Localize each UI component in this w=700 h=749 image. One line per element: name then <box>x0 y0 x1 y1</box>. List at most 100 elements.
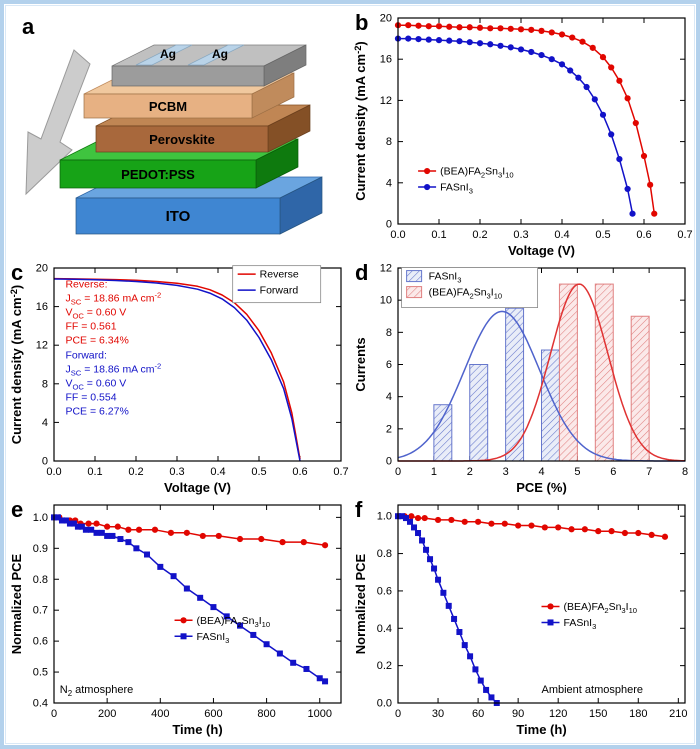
svg-text:0.1: 0.1 <box>431 229 446 241</box>
svg-text:20: 20 <box>36 263 48 275</box>
panel-label-b: b <box>355 10 369 35</box>
svg-text:210: 210 <box>669 708 687 720</box>
svg-text:600: 600 <box>204 708 222 720</box>
svg-text:0.4: 0.4 <box>210 466 225 478</box>
svg-text:FASnI3​: FASnI3​ <box>564 617 597 631</box>
svg-text:16: 16 <box>380 54 392 66</box>
axis-ticks: 0.0 0.1 0.2 0.3 0.4 0.5 0.6 0.7 0 4 8 12 16 20 <box>36 263 349 479</box>
axis-labels: Voltage (V) Current density (mA cm-2​) <box>352 41 575 258</box>
device-structure-diagram: ITO PEDOT:PSS Perovskite PCBM <box>25 44 323 235</box>
svg-text:VOC​ = 0.60 V: VOC​ = 0.60 V <box>65 306 126 320</box>
svg-text:8: 8 <box>386 136 392 148</box>
svg-text:Reverse:: Reverse: <box>65 278 107 290</box>
svg-text:0.6: 0.6 <box>292 466 307 478</box>
svg-text:0.7: 0.7 <box>677 229 692 241</box>
panel-c: c 0.0 0.1 0.2 0.3 0.4 0.5 0.6 0.7 0 4 8 12 16 20 Volta… <box>8 260 352 497</box>
svg-text:0.7: 0.7 <box>333 466 348 478</box>
plot-frame <box>397 267 686 462</box>
svg-text:10: 10 <box>380 295 392 307</box>
svg-text:120: 120 <box>549 708 567 720</box>
annotation-0: Reverse:JSC​ = 18.86 mA cm-2​VOC​ = 0.60… <box>65 278 161 346</box>
plot-frame <box>397 504 686 704</box>
svg-text:6: 6 <box>386 359 392 371</box>
series-0 <box>53 277 301 460</box>
svg-text:(BEA)FA2​Sn3​I10​: (BEA)FA2​Sn3​I10​ <box>440 166 514 180</box>
svg-text:7: 7 <box>646 466 652 478</box>
chart-hysteresis: 0.0 0.1 0.2 0.3 0.4 0.5 0.6 0.7 0 4 8 12 16 20 Voltage… <box>8 263 349 496</box>
svg-text:0: 0 <box>42 456 48 468</box>
panel-label-e: e <box>11 497 24 522</box>
svg-text:0.3: 0.3 <box>169 466 184 478</box>
annotation-0: Ambient atmosphere <box>542 684 644 696</box>
svg-text:Currents: Currents <box>353 337 368 391</box>
svg-text:0.2: 0.2 <box>472 229 487 241</box>
svg-text:1.0: 1.0 <box>377 511 392 523</box>
svg-text:4: 4 <box>386 177 392 189</box>
plot-frame <box>397 17 686 225</box>
svg-text:30: 30 <box>432 708 444 720</box>
svg-text:Reverse: Reverse <box>260 269 299 281</box>
panel-label-d: d <box>355 260 369 285</box>
svg-text:0.1: 0.1 <box>87 466 102 478</box>
svg-text:0: 0 <box>386 456 392 468</box>
axis-labels: Voltage (V) Current density (mA cm-2​) <box>8 285 231 495</box>
svg-text:0.5: 0.5 <box>33 667 48 679</box>
svg-text:0.2: 0.2 <box>128 466 143 478</box>
svg-text:0: 0 <box>386 219 392 231</box>
svg-text:FASnI3​: FASnI3​ <box>429 271 462 285</box>
svg-text:(BEA)FA2​Sn3​I10​: (BEA)FA2​Sn3​I10​ <box>429 287 503 301</box>
svg-text:0.5: 0.5 <box>595 229 610 241</box>
panel-label-c: c <box>11 260 24 285</box>
chart-stability-n2: 0 200 400 600 800 1000 0.4 0.5 0.6 0.7 0.8 0.9 1.0 Ti… <box>9 504 342 737</box>
svg-text:16: 16 <box>36 301 48 313</box>
svg-text:Forward: Forward <box>260 285 299 297</box>
svg-text:400: 400 <box>151 708 169 720</box>
svg-text:0.0: 0.0 <box>46 466 61 478</box>
svg-text:0.0: 0.0 <box>377 698 392 710</box>
svg-text:12: 12 <box>36 340 48 352</box>
svg-text:0.8: 0.8 <box>33 574 48 586</box>
svg-text:Current density (mA cm-2​): Current density (mA cm-2​) <box>8 285 24 445</box>
layer-label-pedot-pss: PEDOT:PSS <box>121 167 195 182</box>
svg-text:8: 8 <box>386 327 392 339</box>
svg-text:Time (h): Time (h) <box>516 722 566 737</box>
svg-text:VOC​ = 0.60 V: VOC​ = 0.60 V <box>65 378 126 392</box>
svg-text:2: 2 <box>386 423 392 435</box>
ag-strip-1 <box>135 44 193 66</box>
svg-text:4: 4 <box>42 417 48 429</box>
panel-label-a: a <box>22 14 35 39</box>
ag-strip-2 <box>187 44 245 66</box>
legend: (BEA)FA2​Sn3​I10​ FASnI3​ <box>418 166 514 196</box>
svg-text:0.3: 0.3 <box>513 229 528 241</box>
svg-text:0.6: 0.6 <box>636 229 651 241</box>
svg-text:1: 1 <box>431 466 437 478</box>
svg-text:0.4: 0.4 <box>377 623 392 635</box>
series-1 <box>395 513 500 706</box>
layer-label-perovskite: Perovskite <box>149 132 215 147</box>
legend: Reverse Forward <box>232 265 322 304</box>
svg-text:0.0: 0.0 <box>390 229 405 241</box>
svg-text:12: 12 <box>380 95 392 107</box>
series-1 <box>394 35 636 217</box>
electrode-label-ag-2: Ag <box>212 47 228 61</box>
svg-text:1.0: 1.0 <box>33 512 48 524</box>
panel-label-f: f <box>355 497 363 522</box>
svg-text:0.5: 0.5 <box>251 466 266 478</box>
svg-text:8: 8 <box>682 466 688 478</box>
annotation-1: Forward:JSC​ = 18.86 mA cm-2​VOC​ = 0.60… <box>65 350 161 418</box>
annotation-0: N2​ atmosphere <box>60 684 134 698</box>
svg-text:Normalized PCE: Normalized PCE <box>353 553 368 654</box>
svg-text:Voltage (V): Voltage (V) <box>508 243 575 258</box>
svg-text:JSC​ = 18.86 mA cm-2​: JSC​ = 18.86 mA cm-2​ <box>65 290 161 306</box>
axis-ticks: 0 200 400 600 800 1000 0.4 0.5 0.6 0.7 0.8 0.9 1.0 <box>33 505 341 720</box>
svg-text:20: 20 <box>380 13 392 25</box>
panel-d: d 0 1 2 3 4 5 6 7 8 0 2 4 6 8 10 12 PCE (%) Currents FASnI… <box>352 260 696 497</box>
layer-ag-electrode: Ag Ag <box>111 44 307 87</box>
electrode-label-ag-1: Ag <box>160 47 176 61</box>
svg-text:60: 60 <box>472 708 484 720</box>
plot-frame <box>53 504 342 704</box>
svg-text:200: 200 <box>98 708 116 720</box>
gray-arrow-icon <box>25 49 91 196</box>
svg-text:Normalized PCE: Normalized PCE <box>9 553 24 654</box>
